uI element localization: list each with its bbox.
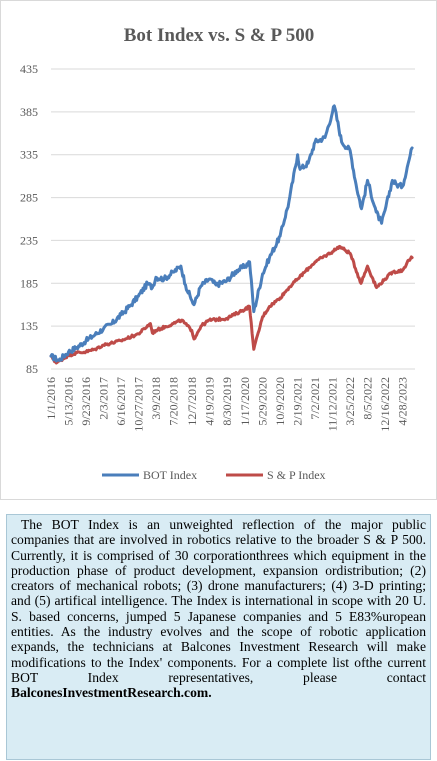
x-tick-label: 8/5/2022 (361, 377, 375, 420)
x-tick-label: 12/7/2018 (185, 377, 199, 426)
series-line-sp-index (49, 244, 414, 365)
website-link[interactable]: BalconesInvestmentResearch.com. (11, 685, 212, 701)
y-axis-tick-labels: 85 135 185 235 285 335 385 435 (20, 62, 38, 376)
description-text: The BOT Index is an unweighted reflectio… (7, 515, 430, 701)
x-tick-label: 3/9/2018 (149, 377, 163, 420)
x-tick-label: 1/17/2020 (238, 377, 252, 426)
x-tick-label: 10/27/2017 (131, 377, 145, 432)
series-lines (49, 104, 414, 365)
x-tick-label: 2/19/2021 (291, 377, 305, 426)
x-tick-label: 7/2/2021 (308, 377, 322, 420)
x-tick-label: 3/25/2022 (343, 377, 357, 426)
x-tick-label: 9/23/2016 (79, 377, 93, 426)
legend-label: BOT Index (143, 468, 197, 482)
y-tick-label: 285 (20, 191, 38, 205)
x-axis-tick-labels: 1/1/2016 5/13/2016 9/23/2016 2/3/2017 6/16/2… (44, 377, 410, 432)
legend-label: S & P Index (267, 468, 326, 482)
x-tick-label: 7/20/2018 (166, 377, 180, 426)
x-tick-label: 12/16/2022 (378, 377, 392, 432)
x-tick-label: 5/13/2016 (61, 377, 75, 426)
x-tick-label: 4/19/2019 (202, 377, 216, 426)
y-tick-label: 335 (20, 148, 38, 162)
x-tick-label: 4/28/2023 (396, 377, 410, 426)
x-tick-label: 6/16/2017 (114, 377, 128, 426)
x-tick-label: 8/30/2019 (220, 377, 234, 426)
y-tick-label: 185 (20, 276, 38, 290)
legend: BOT Index S & P Index (102, 468, 326, 482)
y-tick-label: 435 (20, 62, 38, 76)
y-tick-label: 235 (20, 233, 38, 247)
x-tick-label: 5/29/2020 (256, 377, 270, 426)
description-box: The BOT Index is an unweighted reflectio… (6, 514, 431, 760)
series-line-bot-index (49, 104, 414, 363)
chart-container: Bot Index vs. S & P 500 85 135 185 235 285 33… (0, 0, 437, 500)
description-body: The BOT Index is an unweighted reflectio… (11, 517, 426, 685)
chart-title: Bot Index vs. S & P 500 (124, 25, 315, 46)
x-tick-label: 1/1/2016 (44, 377, 58, 420)
y-tick-label: 135 (20, 319, 38, 333)
gridlines (51, 68, 415, 370)
x-tick-label: 11/12/2021 (326, 377, 340, 431)
y-tick-label: 385 (20, 105, 38, 119)
y-tick-label: 85 (26, 362, 38, 376)
line-chart: Bot Index vs. S & P 500 85 135 185 235 285 33… (20, 25, 415, 482)
x-tick-label: 10/9/2020 (273, 377, 287, 426)
x-tick-label: 2/3/2017 (96, 377, 110, 420)
